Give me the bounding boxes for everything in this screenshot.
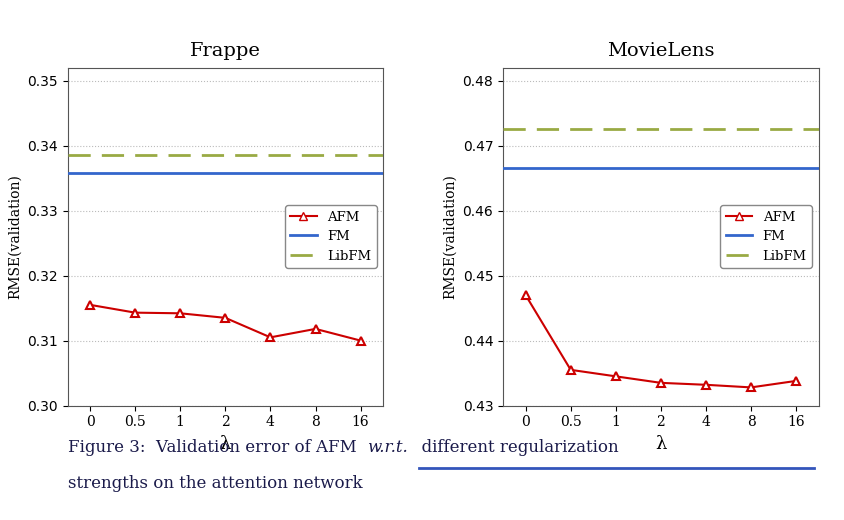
Y-axis label: RMSE(validation): RMSE(validation) <box>443 174 457 299</box>
Text: w.r.t.: w.r.t. <box>367 439 408 457</box>
Text: strengths on the attention network: strengths on the attention network <box>68 475 362 492</box>
X-axis label: λ: λ <box>655 435 667 453</box>
Legend: AFM, FM, LibFM: AFM, FM, LibFM <box>721 205 812 268</box>
Text: different regularization: different regularization <box>411 439 619 457</box>
Legend: AFM, FM, LibFM: AFM, FM, LibFM <box>285 205 376 268</box>
Title: Frappe: Frappe <box>190 43 261 60</box>
Y-axis label: RMSE(validation): RMSE(validation) <box>8 174 21 299</box>
Text: Figure 3:  Validation error of AFM: Figure 3: Validation error of AFM <box>68 439 361 457</box>
X-axis label: λ: λ <box>219 435 231 453</box>
Title: MovieLens: MovieLens <box>607 43 715 60</box>
